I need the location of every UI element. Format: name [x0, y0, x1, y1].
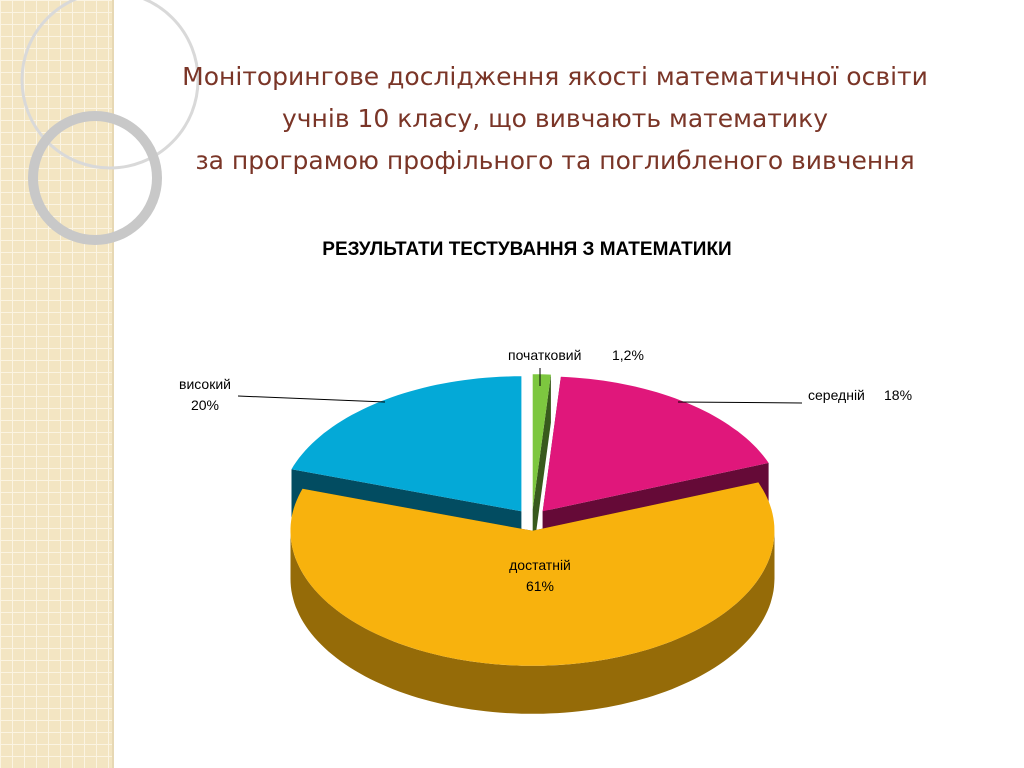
slice-side: [532, 374, 551, 558]
chart-title: РЕЗУЛЬТАТИ ТЕСТУВАННЯ З МАТЕМАТИКИ: [322, 239, 731, 260]
title-line: за програмою профільного та поглибленого…: [195, 146, 914, 175]
decor-circle: [28, 111, 162, 245]
leader-line: [677, 401, 803, 404]
pie: [290, 374, 775, 714]
slice-wall: [290, 530, 775, 714]
decor-circle: [20, 0, 200, 170]
value-label: 61%: [526, 578, 554, 594]
labels: початковий 1,2% середній 18% достатній 61% вис…: [179, 347, 912, 594]
slide-title: Моніторингове дослідження якості математ…: [182, 62, 928, 175]
slice: [542, 376, 769, 512]
slice: [290, 482, 775, 666]
value-label: 20%: [191, 397, 219, 413]
category-label: початковий: [508, 347, 581, 363]
category-label: достатній: [509, 557, 571, 573]
title-line: Моніторингове дослідження якості математ…: [182, 62, 928, 91]
slice: [291, 376, 522, 512]
title-line: учнів 10 класу, що вивчають математику: [282, 104, 828, 133]
slice: [532, 374, 551, 510]
category-label: високий: [179, 376, 231, 392]
value-label: 1,2%: [612, 347, 644, 363]
value-label: 18%: [884, 387, 912, 403]
category-label: середній: [808, 387, 865, 403]
leader-line: [237, 395, 386, 403]
